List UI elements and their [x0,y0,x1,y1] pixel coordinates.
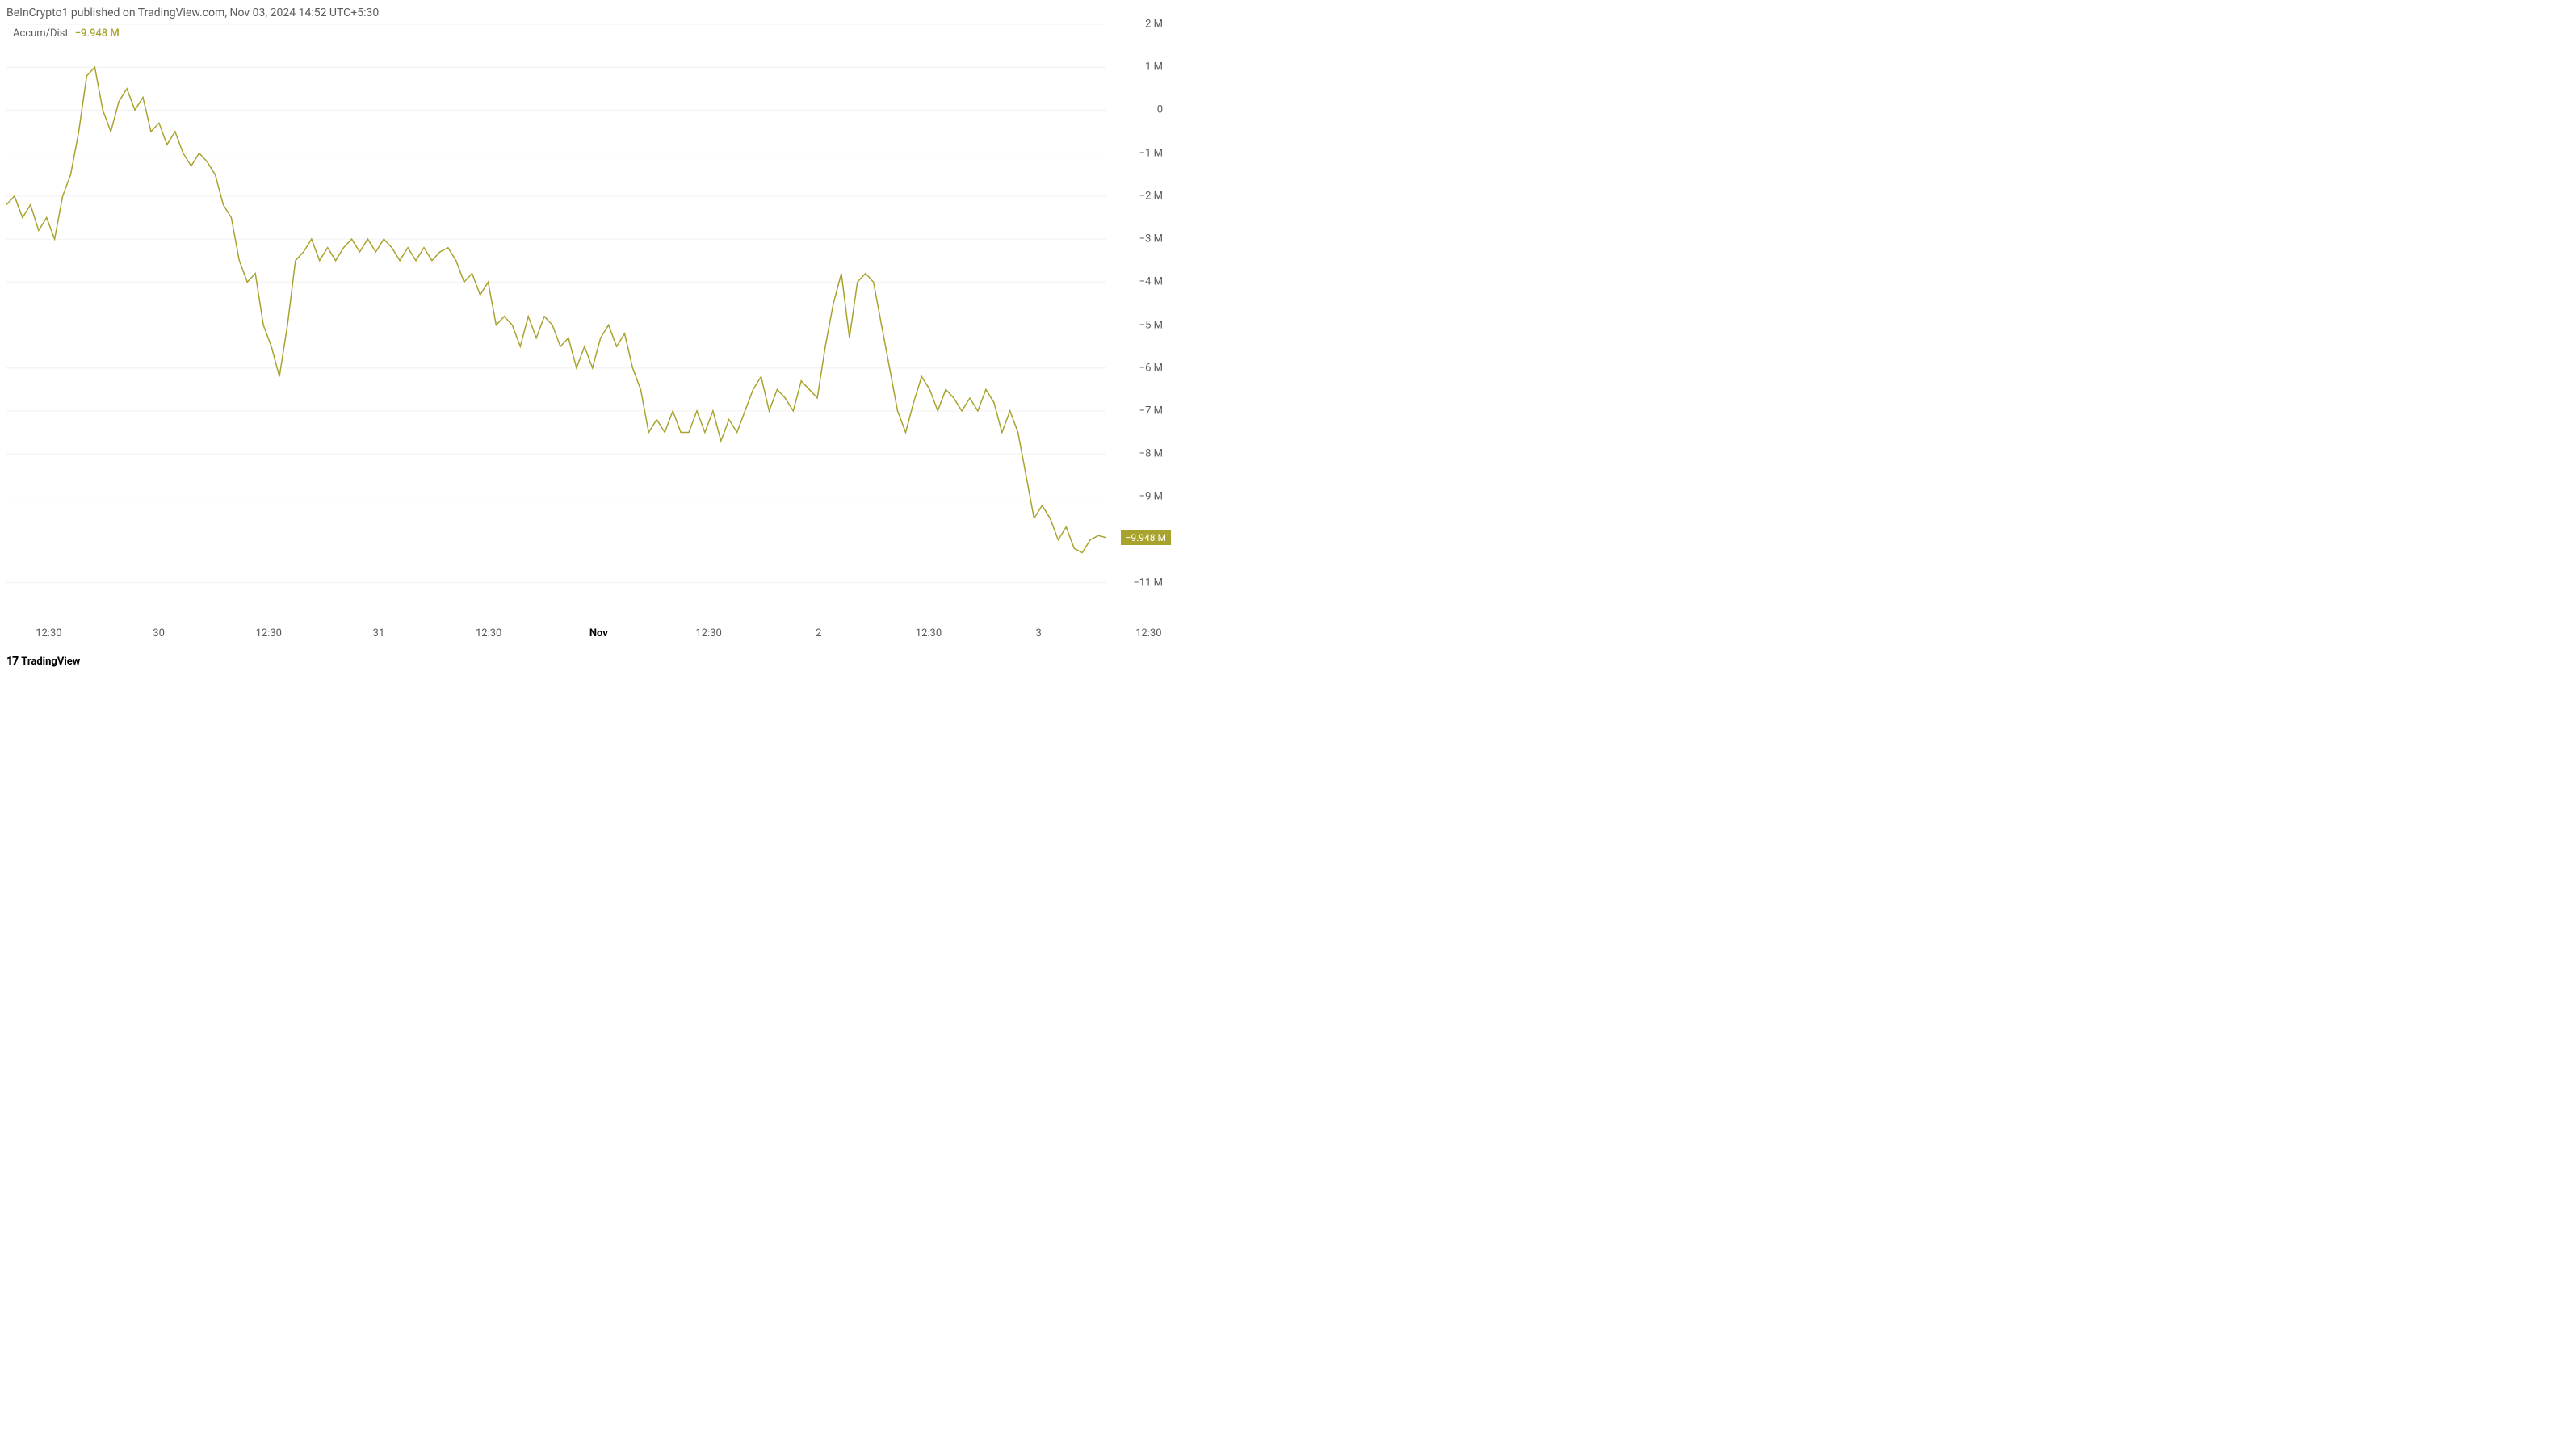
y-axis-label: −6 M [1139,362,1163,374]
y-axis-label: −2 M [1139,190,1163,202]
y-axis-label: −11 M [1133,577,1163,589]
x-axis-label: Nov [589,627,608,639]
footer-branding: 17 TradingView [6,655,80,668]
x-axis: 12:303012:303112:30Nov12:30212:30312:30 [6,627,1106,644]
x-axis-label: 12:30 [916,627,942,639]
x-axis-label: 3 [1036,627,1042,639]
y-axis-label: 0 [1157,104,1163,116]
x-axis-label: 30 [153,627,165,639]
y-axis-label: −1 M [1139,147,1163,159]
plot-area[interactable] [6,24,1106,626]
y-axis-label: 1 M [1145,61,1163,73]
y-axis-label: −7 M [1139,405,1163,417]
y-axis-label: −5 M [1139,319,1163,331]
y-axis-label: −4 M [1139,276,1163,288]
line-chart-svg [6,24,1106,626]
x-axis-label: 12:30 [256,627,282,639]
y-axis-label: −3 M [1139,233,1163,245]
y-axis: 2 M1 M0−1 M−2 M−3 M−4 M−5 M−6 M−7 M−8 M−… [1114,24,1171,626]
x-axis-label: 12:30 [36,627,61,639]
tradingview-brand: TradingView [21,656,80,668]
publisher-info: BeInCrypto1 published on TradingView.com… [6,6,379,19]
y-axis-label: 2 M [1145,19,1163,31]
y-axis-label: −9 M [1139,491,1163,503]
current-value-badge: −9.948 M [1121,530,1171,545]
x-axis-label: 12:30 [695,627,721,639]
y-axis-label: −8 M [1139,448,1163,460]
chart-container: BeInCrypto1 published on TradingView.com… [0,0,1171,674]
x-axis-label: 31 [373,627,385,639]
x-axis-label: 2 [816,627,821,639]
x-axis-label: 12:30 [476,627,501,639]
tradingview-logo-icon: 17 [6,655,18,668]
x-axis-label: 12:30 [1135,627,1161,639]
